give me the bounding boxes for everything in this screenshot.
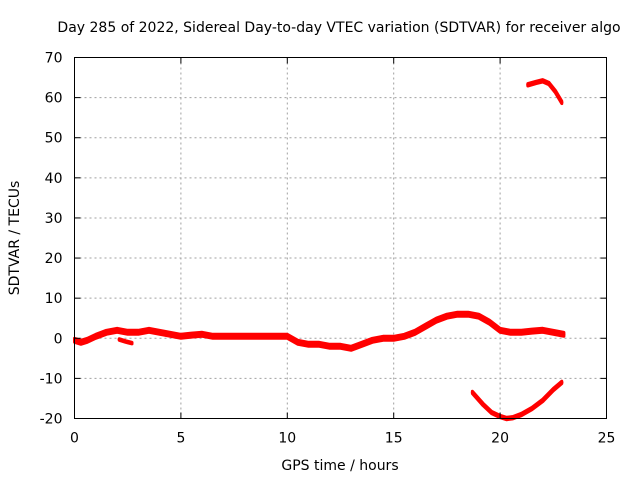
y-tick-label: -10: [40, 371, 63, 387]
y-tick-label: 40: [45, 171, 63, 187]
series-layer: [73, 78, 566, 422]
series-main-line: [73, 312, 566, 350]
y-tick-label: 30: [45, 211, 63, 227]
ticks: 0 5 10 15 20 25 -20 -10 0 10 20 30 40 50 60 70: [40, 51, 616, 447]
series-upper-arc-line: [526, 79, 564, 104]
y-axis-label: SDTVAR / TECUs: [7, 181, 23, 296]
y-tick-label: 0: [54, 331, 63, 347]
series-lower-arc-line: [470, 380, 564, 420]
x-tick-label: 5: [176, 431, 185, 447]
y-tick-label: 20: [45, 251, 63, 267]
x-tick-label: 20: [491, 431, 509, 447]
x-tick-label: 10: [278, 431, 296, 447]
x-tick-label: 0: [70, 431, 79, 447]
chart-title: Day 285 of 2022, Sidereal Day-to-day VTE…: [57, 20, 620, 36]
series-main-band: [73, 310, 566, 352]
grid: [74, 57, 607, 419]
y-tick-label: -20: [40, 412, 63, 428]
y-tick-label: 60: [45, 91, 63, 107]
plot-frame: [74, 57, 607, 419]
series-spur-line: [117, 338, 134, 345]
y-tick-label: 50: [45, 131, 63, 147]
y-tick-label: 70: [45, 51, 63, 67]
y-tick-label: 10: [45, 291, 63, 307]
series-lower-arc-band: [470, 379, 564, 422]
x-tick-label: 15: [385, 431, 403, 447]
x-axis-label: GPS time / hours: [281, 458, 398, 474]
x-tick-label: 25: [598, 431, 616, 447]
